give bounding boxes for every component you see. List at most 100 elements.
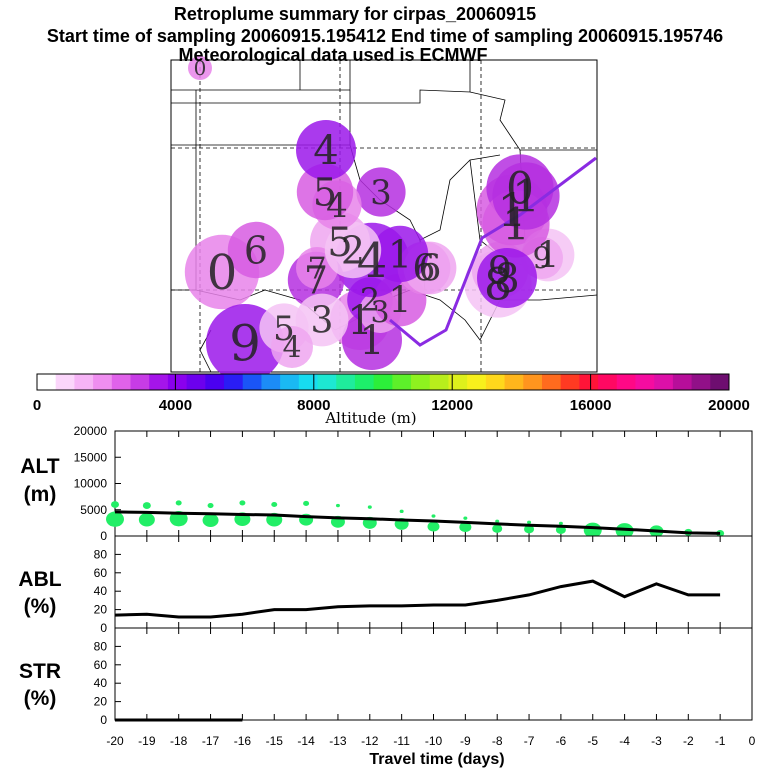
plume-label: 0 (194, 56, 207, 80)
x-tick-label: -16 (234, 734, 252, 748)
alt-point (303, 500, 310, 507)
colorbar-swatch (523, 374, 543, 390)
plume-circle (296, 120, 356, 180)
y-axis-label: ABL (18, 568, 61, 591)
colorbar-swatch (654, 374, 674, 390)
plume-label: 4 (282, 331, 301, 366)
plume-circles (184, 56, 575, 382)
x-tick-label: -7 (524, 734, 535, 748)
alt-point (202, 513, 219, 528)
colorbar-swatch (541, 374, 562, 390)
plume-label: 9 (488, 248, 512, 292)
panel-frame (114, 430, 753, 537)
x-tick-label: -17 (202, 734, 220, 748)
trajectory-line (389, 156, 597, 347)
colorbar-tick-label: 8000 (297, 397, 330, 414)
alt-point (716, 529, 725, 537)
alt-point (367, 505, 372, 509)
colorbar-swatch (167, 374, 188, 390)
plume-circle (371, 225, 429, 283)
plume-label: 6 (413, 249, 436, 290)
x-axis-label: Travel time (days) (369, 751, 504, 768)
y-axis-unit: (m) (24, 483, 57, 506)
alt-point (142, 502, 151, 509)
x-tick-label: -18 (170, 734, 188, 748)
panel-abl: 0 20 40 60 80 ABL (%) (18, 535, 753, 635)
x-tick-label: 0 (749, 734, 756, 748)
x-tick-label: -9 (460, 734, 471, 748)
x-tick-label: -6 (556, 734, 567, 748)
alt-point (427, 521, 440, 532)
plume-label: 1 (497, 183, 526, 237)
colorbar-swatch (336, 374, 356, 390)
y-tick-label: 20 (94, 695, 108, 709)
plume-label: 1 (537, 236, 560, 277)
y-axis-label: ALT (20, 455, 59, 478)
alt-point (169, 511, 188, 527)
plume-label: 6 (244, 228, 268, 272)
colorbar-swatch (205, 374, 225, 390)
colorbar-swatch (411, 374, 431, 390)
plume-label: 7 (307, 252, 326, 287)
plume-label: 1 (389, 281, 412, 322)
plume-label: 4 (326, 186, 348, 226)
plume-label: 4 (313, 128, 338, 174)
plume-label: 6 (419, 249, 442, 290)
alt-point (399, 509, 404, 514)
plume-circle (492, 162, 560, 230)
x-tick-label: -20 (106, 734, 124, 748)
alt-point (239, 500, 246, 506)
x-tick-label: -4 (619, 734, 630, 748)
plume-circle (188, 56, 212, 80)
y-tick-label: 5000 (80, 503, 107, 517)
plume-label: 1 (359, 318, 384, 364)
colorbar-swatch (130, 374, 150, 390)
x-axis: -20 -19 -18 -17 -16 -15 -14 -13 -12 -11 -10 -9 -8 -7-… (106, 734, 755, 748)
y-tick-label: 60 (94, 658, 108, 672)
series-line-alt (114, 510, 721, 535)
sampling-times: Start time of sampling 20060915.195412 E… (47, 26, 723, 46)
panel-str: 0 20 40 60 80 STR (%) (19, 627, 753, 727)
y-axis-unit: (%) (24, 595, 57, 618)
plume-label: 1 (512, 171, 540, 222)
y-tick-label: 40 (94, 584, 108, 598)
colorbar-swatch (598, 374, 618, 390)
met-data-label: Meteorological data used is ECMWF (178, 45, 487, 65)
colorbar-swatch (448, 374, 468, 390)
alt-point (463, 516, 468, 520)
colorbar-swatch (485, 374, 506, 390)
colorbar-swatch (616, 374, 636, 390)
y-tick-label: 20 (94, 603, 108, 617)
colorbar-tick-label: 0 (33, 397, 41, 414)
colorbar-swatch (373, 374, 393, 390)
y-tick-label: 40 (94, 676, 108, 690)
alt-point (207, 503, 214, 509)
x-tick-label: -2 (683, 734, 694, 748)
colorbar-tick-label: 12000 (431, 397, 473, 414)
series-line-abl (114, 579, 721, 619)
x-tick-label: -11 (393, 734, 410, 748)
colorbar-swatch (560, 374, 580, 390)
y-tick-label: 15000 (74, 450, 108, 464)
colorbar-swatch (504, 374, 524, 390)
x-tick-label: -12 (361, 734, 379, 748)
plume-label: 1 (502, 199, 530, 250)
y-axis-unit: (%) (24, 687, 57, 710)
colorbar-swatch (261, 374, 281, 390)
alt-point (558, 521, 563, 526)
x-tick-label: -19 (138, 734, 156, 748)
alt-point (271, 501, 278, 508)
colorbar-swatch (149, 374, 169, 390)
colorbar-swatch (242, 374, 262, 390)
plume-label: 2 (360, 281, 380, 319)
colorbar-swatch (93, 374, 113, 390)
colorbar-swatch (186, 374, 206, 390)
alt-point (527, 520, 532, 525)
colorbar-swatch (298, 374, 319, 390)
y-tick-label: 0 (100, 713, 107, 727)
colorbar-swatch (467, 374, 487, 390)
plume-label: 2 (341, 228, 365, 272)
